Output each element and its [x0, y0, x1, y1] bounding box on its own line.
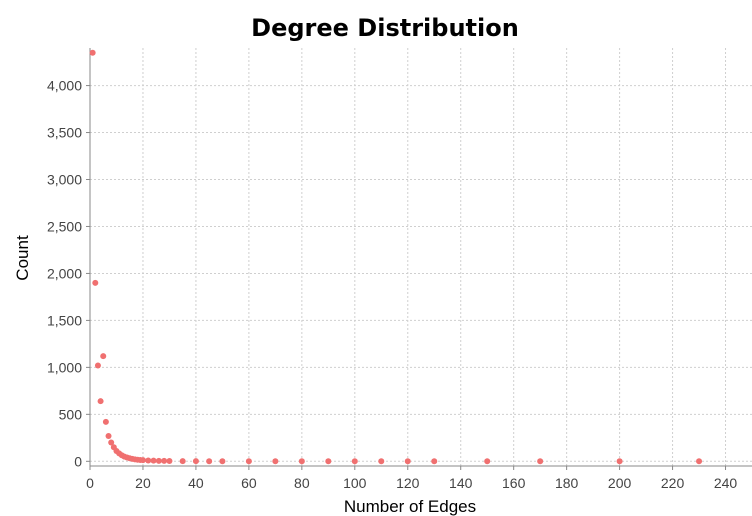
y-tick-label: 3,000 [47, 172, 82, 188]
chart-title: Degree Distribution [251, 14, 519, 42]
data-point [105, 432, 112, 439]
plot-area [90, 48, 752, 466]
data-point [351, 458, 358, 465]
data-point [272, 458, 279, 465]
data-point [94, 362, 101, 369]
y-axis-label: Count [13, 235, 32, 281]
x-tick-label: 0 [86, 475, 94, 491]
x-tick-label: 180 [555, 475, 579, 491]
data-point [150, 457, 157, 464]
x-tick-label: 60 [241, 475, 257, 491]
y-axis-ticks: 0 500 1,000 1,500 2,000 2,500 3,000 3,500 4,000 [47, 78, 90, 469]
x-tick-label: 220 [661, 475, 685, 491]
y-tick-label: 500 [59, 406, 83, 422]
x-tick-label: 160 [502, 475, 526, 491]
y-tick-label: 2,000 [47, 265, 82, 281]
y-tick-label: 0 [74, 453, 82, 469]
x-tick-label: 200 [608, 475, 632, 491]
y-tick-label: 4,000 [47, 78, 82, 94]
data-point [100, 353, 107, 360]
data-point [145, 457, 152, 464]
data-point [192, 458, 199, 465]
data-point [484, 458, 491, 465]
data-point [378, 458, 385, 465]
data-point [404, 458, 411, 465]
data-point [92, 279, 99, 286]
data-point [97, 398, 104, 405]
y-tick-label: 3,500 [47, 125, 82, 141]
y-tick-label: 2,500 [47, 218, 82, 234]
data-point [696, 458, 703, 465]
data-point [179, 458, 186, 465]
y-tick-label: 1,000 [47, 359, 82, 375]
x-tick-label: 20 [135, 475, 151, 491]
y-tick-label: 1,500 [47, 312, 82, 328]
data-point [245, 458, 252, 465]
data-point [155, 457, 162, 464]
data-point [166, 458, 173, 465]
data-point [537, 458, 544, 465]
data-point [325, 458, 332, 465]
x-tick-label: 140 [449, 475, 473, 491]
data-point [139, 457, 146, 464]
x-tick-label: 120 [396, 475, 420, 491]
x-tick-label: 240 [714, 475, 738, 491]
data-point [102, 418, 109, 425]
data-point [108, 439, 115, 446]
x-tick-label: 100 [343, 475, 367, 491]
x-axis-label: Number of Edges [344, 497, 476, 516]
x-tick-label: 40 [188, 475, 204, 491]
data-point [219, 458, 226, 465]
data-point [161, 457, 168, 464]
data-point [616, 458, 623, 465]
data-point [431, 458, 438, 465]
x-tick-label: 80 [294, 475, 310, 491]
data-point [298, 458, 305, 465]
grid [89, 48, 752, 466]
data-point [206, 458, 213, 465]
data-point [89, 49, 96, 56]
data-points [89, 49, 703, 465]
x-axis-ticks: 0 20 40 60 80 100 120 140 160 180 200 220 240 [86, 466, 737, 491]
